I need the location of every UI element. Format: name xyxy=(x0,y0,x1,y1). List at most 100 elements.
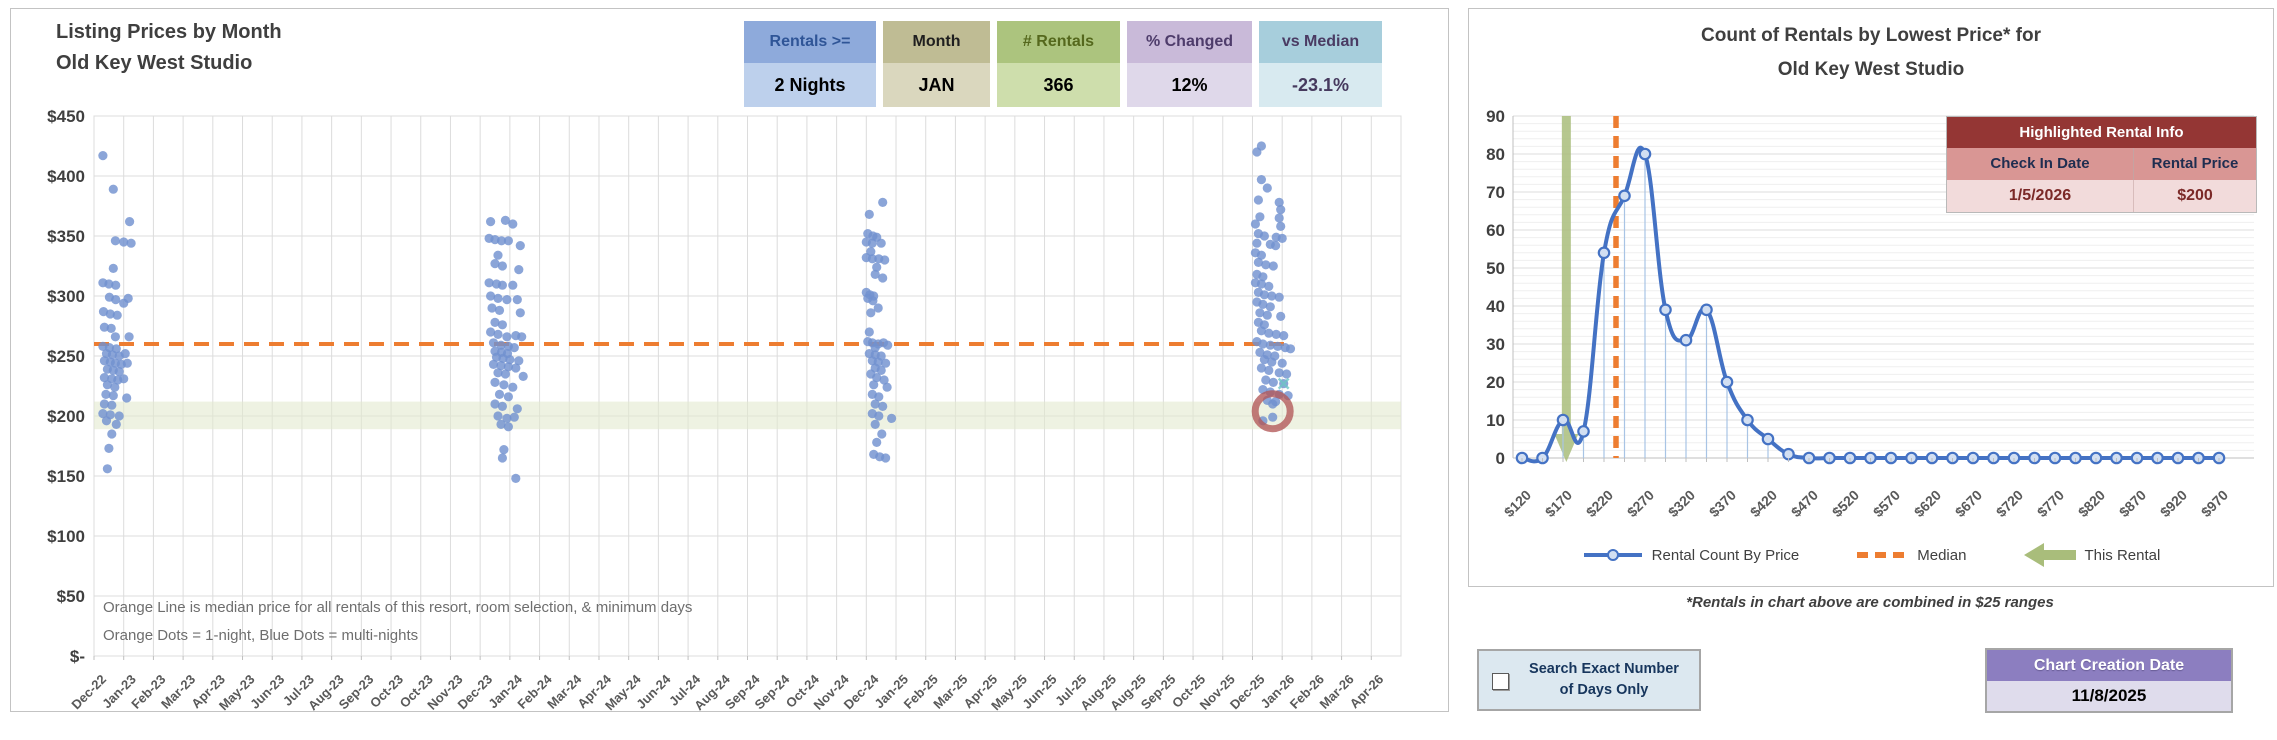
scatter-point xyxy=(104,443,114,453)
stat-header: Month xyxy=(883,21,990,63)
scatter-point xyxy=(1264,365,1274,375)
scatter-point xyxy=(1285,344,1296,354)
right-chart-title: Count of Rentals by Lowest Price* for Ol… xyxy=(1469,19,2273,87)
y-axis-label: $150 xyxy=(47,467,85,486)
scatter-point xyxy=(1274,292,1284,302)
scatter-point xyxy=(124,332,134,342)
scatter-point xyxy=(111,280,121,290)
y-axis-label: $450 xyxy=(47,107,85,126)
scatter-point xyxy=(1255,308,1265,318)
scatter-point xyxy=(868,296,878,306)
scatter-point xyxy=(872,262,882,272)
scatter-point xyxy=(1255,212,1265,222)
scatter-point xyxy=(493,329,503,339)
scatter-point xyxy=(1271,241,1281,251)
scatter-point xyxy=(493,250,503,260)
y-axis-label: $250 xyxy=(47,347,85,366)
scatter-point xyxy=(870,269,880,279)
scatter-point xyxy=(1256,175,1266,185)
exact-days-label-line2: of Days Only xyxy=(1559,682,1649,698)
scatter-point xyxy=(125,217,135,227)
info-value-cell: 1/5/2026 xyxy=(1947,180,2134,212)
scatter-point xyxy=(1268,261,1278,271)
y-axis-label: $50 xyxy=(57,587,85,606)
scatter-point xyxy=(515,308,525,318)
scatter-point xyxy=(110,382,120,392)
exact-days-checkbox[interactable] xyxy=(1492,673,1509,690)
scatter-point xyxy=(493,411,503,421)
x-axis-label: $970 xyxy=(2198,487,2231,520)
scatter-point xyxy=(872,373,882,383)
scatter-point xyxy=(872,437,882,447)
scatter-point xyxy=(1282,369,1292,379)
scatter-point xyxy=(98,409,108,419)
this-rental-arrowhead xyxy=(1554,434,1579,462)
scatter-point xyxy=(498,353,508,363)
scatter-point xyxy=(878,401,888,411)
legend-item-rental-count: Rental Count By Price xyxy=(1582,547,1799,564)
x-axis-label: $870 xyxy=(2116,487,2149,520)
scatter-point xyxy=(1264,328,1274,338)
scatter-point xyxy=(496,361,506,371)
scatter-point xyxy=(122,393,132,403)
info-value-cell: $200 xyxy=(2134,180,2256,212)
scatter-point xyxy=(490,399,500,409)
scatter-point xyxy=(1265,302,1275,312)
scatter-point xyxy=(1276,311,1286,321)
scatter-point xyxy=(1268,412,1278,422)
scatter-point xyxy=(497,453,507,463)
data-point-marker xyxy=(1618,189,1631,203)
scatter-point xyxy=(1267,291,1277,301)
x-axis-label: $320 xyxy=(1665,487,1698,520)
scatter-point xyxy=(502,413,512,423)
scatter-point xyxy=(874,392,884,402)
scatter-point xyxy=(511,363,521,373)
x-axis-label: $820 xyxy=(2075,487,2108,520)
scatter-point xyxy=(486,291,496,301)
highlighted-rental-info-table: Highlighted Rental Info Check In Date Ren… xyxy=(1946,116,2257,213)
x-axis-label: $120 xyxy=(1501,487,1534,520)
info-col-header: Rental Price xyxy=(2134,148,2256,180)
scatter-point xyxy=(101,416,112,426)
scatter-point xyxy=(1252,147,1262,157)
y-axis-label: 40 xyxy=(1486,297,1505,316)
scatter-point xyxy=(876,238,886,248)
scatter-point xyxy=(493,293,503,303)
x-axis-label: $620 xyxy=(1911,487,1944,520)
x-axis-label: $220 xyxy=(1583,487,1616,520)
scatter-point xyxy=(490,377,500,387)
scatter-point xyxy=(515,241,525,251)
scatter-point xyxy=(1258,272,1268,282)
green-arrow-left-icon xyxy=(2024,543,2077,567)
stat-column-month: Month JAN xyxy=(883,21,990,107)
scatter-point xyxy=(867,254,877,264)
scatter-point xyxy=(1274,368,1284,378)
legend-item-median: Median xyxy=(1857,547,1966,564)
x-axis-label: Jun-23 xyxy=(247,672,287,711)
scatter-point xyxy=(1274,197,1284,207)
x-axis-label: Jun-25 xyxy=(1019,672,1059,711)
scatter-point xyxy=(870,419,880,429)
scatter-point xyxy=(1253,195,1263,205)
scatter-point xyxy=(1256,250,1266,260)
y-axis-label: 10 xyxy=(1486,411,1505,430)
scatter-point xyxy=(104,279,114,289)
scatter-point xyxy=(514,356,524,366)
scatter-point xyxy=(882,382,892,392)
highlighted-rental-info-values: 1/5/2026 $200 xyxy=(1947,180,2256,212)
scatter-point xyxy=(1253,257,1263,267)
scatter-point xyxy=(496,340,506,350)
scatter-point xyxy=(880,255,890,265)
listing-prices-scatter-chart: $450$400$350$300$250$200$150$100$50$-Dec… xyxy=(47,107,1402,711)
left-chart-title-line1: Listing Prices by Month xyxy=(56,21,282,43)
dashed-line-swatch-icon xyxy=(1857,552,1910,558)
scatter-point xyxy=(486,217,496,227)
data-point-marker xyxy=(1659,303,1672,317)
scatter-point xyxy=(503,236,513,246)
scatter-point xyxy=(500,215,510,225)
x-axis-label: $270 xyxy=(1624,487,1657,520)
data-point-marker xyxy=(1556,413,1570,427)
scatter-point xyxy=(881,358,891,368)
data-point-marker xyxy=(1577,425,1590,438)
